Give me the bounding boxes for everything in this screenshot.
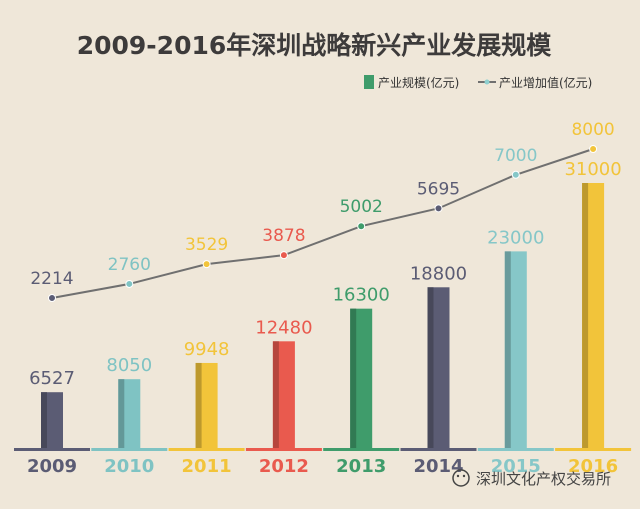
bar-shade	[504, 251, 511, 448]
bars: 6527 8050 9948 12480 16300 18800 23000 31000	[14, 159, 632, 451]
line-value-label: 3529	[185, 235, 228, 255]
bar-value-label: 12480	[255, 317, 312, 338]
bar-base	[323, 448, 400, 451]
line-point	[434, 204, 443, 213]
x-tick-label: 2012	[259, 456, 309, 477]
line-value-label: 5695	[417, 179, 460, 199]
legend-line-label: 产业增加值(亿元)	[499, 75, 592, 90]
year-labels: 2009 2010 2011 2012 2013 2014 2015 2016	[27, 456, 618, 477]
bar-shade	[195, 362, 202, 448]
wechat-icon	[452, 469, 470, 487]
chart-title: 2009-2016年深圳战略新兴产业发展规模	[77, 31, 553, 60]
line-point	[279, 251, 288, 260]
bar-shade	[582, 183, 589, 448]
bar-value-label: 9948	[184, 339, 230, 360]
bar-base	[91, 448, 168, 451]
line-point	[589, 145, 598, 153]
line-value-label: 7000	[494, 146, 537, 166]
wechat-icon-eye	[456, 474, 460, 478]
line-value-label: 3878	[262, 226, 305, 246]
legend-line-marker	[484, 79, 490, 85]
bar-value-label: 23000	[487, 227, 544, 248]
line-value-label: 8000	[571, 120, 614, 140]
bar-base	[14, 448, 90, 451]
line-value-label: 2214	[30, 269, 73, 289]
wechat-icon-eye	[462, 474, 466, 478]
x-tick-label: 2011	[182, 456, 232, 477]
line-path	[51, 148, 594, 299]
line-point	[357, 222, 366, 231]
line-point	[48, 294, 56, 302]
bar-shade	[272, 341, 279, 448]
bar-value-label: 16300	[333, 285, 390, 306]
x-tick-label: 2015	[491, 456, 541, 477]
watermark: 深圳文化产权交易所	[452, 469, 611, 488]
bar-shade	[118, 379, 125, 448]
bar-base	[168, 448, 245, 451]
x-tick-label: 2009	[27, 456, 77, 477]
x-tick-label: 2010	[104, 456, 154, 477]
bar-value-label: 31000	[564, 159, 621, 180]
bar-base	[400, 448, 477, 451]
line-point	[511, 170, 520, 179]
line-value-label: 2760	[108, 255, 151, 275]
bar-value-label: 18800	[410, 263, 467, 284]
x-tick-label: 2014	[413, 456, 463, 477]
x-tick-label: 2013	[336, 456, 386, 477]
bar-base	[477, 448, 554, 451]
legend: 产业规模(亿元) 产业增加值(亿元)	[364, 75, 592, 90]
line-point	[202, 260, 211, 269]
line-point	[125, 279, 134, 288]
bar-value-label: 6527	[29, 368, 75, 389]
bar-base	[245, 448, 322, 451]
bar-shade	[427, 287, 434, 448]
legend-bar-label: 产业规模(亿元)	[378, 75, 459, 90]
legend-bar-swatch	[364, 75, 374, 89]
watermark-text: 深圳文化产权交易所	[476, 470, 611, 488]
x-tick-label: 2016	[568, 456, 618, 477]
bar-shade	[350, 308, 357, 448]
line-value-label: 5002	[340, 197, 383, 217]
growth-line: 2214 2760 3529 3878 5002 5695 7000 8000	[30, 120, 615, 302]
bar-value-label: 8050	[106, 355, 152, 376]
bar-base	[555, 448, 632, 451]
bar-shade	[41, 392, 47, 448]
